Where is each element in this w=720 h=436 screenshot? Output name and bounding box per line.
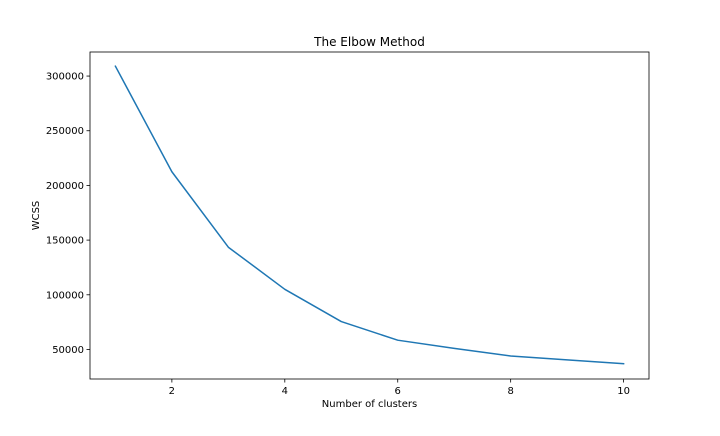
x-axis-label: Number of clusters [322,399,417,410]
x-tick-label: 8 [507,386,513,397]
y-tick-label: 150000 [46,236,84,247]
axes-frame [89,51,650,380]
y-tick-label: 300000 [46,72,84,83]
x-tick-label: 2 [169,386,175,397]
x-tick-label: 4 [282,386,288,397]
y-axis-label: WCSS [31,201,42,231]
plot-area [89,51,650,380]
y-axis-ticks: 50000 100000 150000 200000 250000 300000 [46,72,90,356]
y-tick-label: 250000 [46,126,84,137]
y-tick-label: 50000 [52,345,84,356]
x-tick-label: 6 [395,386,401,397]
series-layer [114,65,625,365]
wcss-series-line [114,65,625,365]
chart-title: The Elbow Method [313,35,425,49]
x-axis-ticks: 2 4 6 8 10 [169,379,630,397]
y-tick-label: 200000 [46,181,84,192]
y-tick-label: 100000 [46,290,84,301]
x-tick-label: 10 [617,386,630,397]
